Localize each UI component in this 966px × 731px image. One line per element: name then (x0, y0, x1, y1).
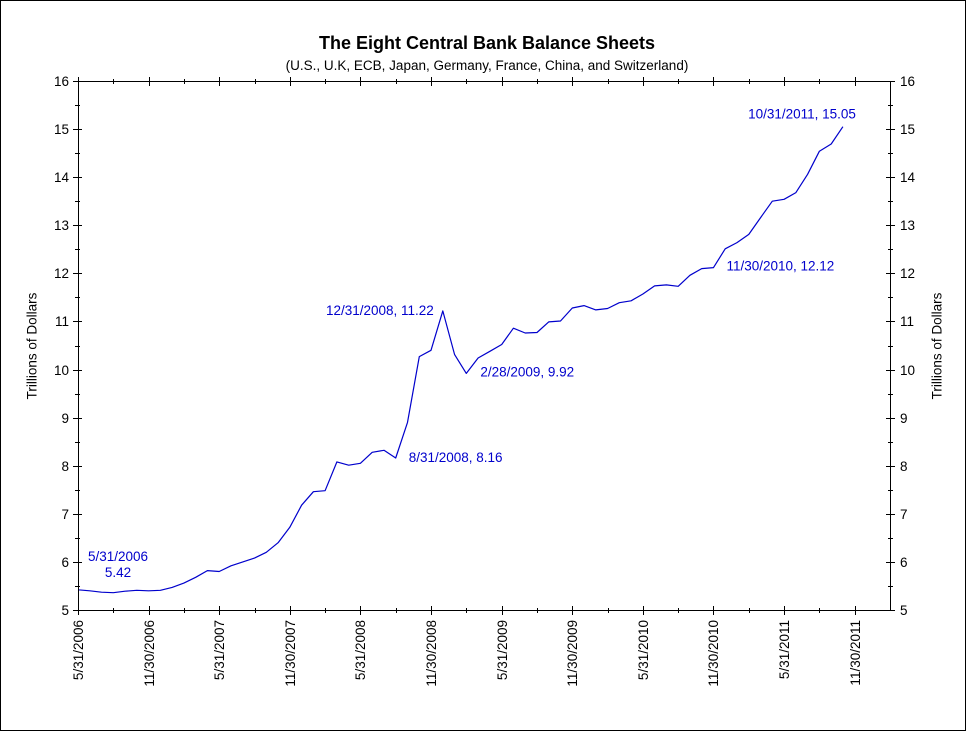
y-tick-label-left: 15 (54, 122, 69, 137)
y-tick-label-left: 11 (55, 314, 69, 329)
x-tick-label: 11/30/2007 (283, 620, 298, 687)
x-tick-label: 11/30/2011 (848, 620, 863, 686)
series-line (77, 126, 844, 594)
x-tick-label: 5/31/2006 (71, 620, 86, 680)
axis-ticks (73, 77, 895, 615)
y-tick-label-left: 5 (61, 603, 69, 618)
y-tick-label-right: 11 (900, 314, 914, 329)
y-tick-label-left: 8 (61, 459, 69, 474)
annotation-label: 11/30/2010, 12.12 (726, 259, 834, 274)
x-tick-label: 11/30/2008 (424, 620, 439, 687)
x-tick-label: 11/30/2009 (565, 620, 580, 687)
x-tick-label: 5/31/2008 (353, 620, 368, 680)
chart-title: The Eight Central Bank Balance Sheets (318, 33, 656, 53)
y-tick-label-left: 16 (54, 74, 69, 89)
series-line-group (77, 126, 844, 594)
x-tick-label: 5/31/2011 (777, 620, 792, 679)
annotation-label: 10/31/2011, 15.05 (748, 107, 856, 122)
y-tick-label-left: 6 (61, 555, 69, 570)
annotation-label: 5.42 (105, 565, 131, 580)
y-tick-label-right: 13 (900, 218, 915, 233)
annotation-label: 5/31/2006 (88, 549, 148, 564)
plot-border (78, 81, 891, 611)
x-tick-label: 11/30/2006 (142, 620, 157, 687)
y-tick-label-left: 14 (54, 170, 70, 185)
chart-subtitle: (U.S., U.K, ECB, Japan, Germany, France,… (285, 58, 689, 73)
x-tick-label: 5/31/2010 (636, 620, 651, 680)
y-tick-label-left: 13 (54, 218, 69, 233)
y-tick-label-left: 12 (54, 266, 69, 281)
y-tick-label-left: 9 (61, 411, 69, 426)
y-tick-label-right: 15 (900, 122, 915, 137)
x-tick-label: 5/31/2007 (212, 620, 227, 680)
annotation-label: 2/28/2009, 9.92 (480, 364, 574, 379)
y-tick-label-right: 14 (900, 170, 916, 185)
y-tick-label-right: 7 (900, 507, 908, 522)
y-tick-label-right: 6 (900, 555, 908, 570)
axis-tick-labels: 5 5 6 6 7 7 8 8 9 9 10 10 11 11 12 12 13 13 14 14 15 15 16 16 5/… (54, 74, 916, 687)
annotation-label: 12/31/2008, 11.22 (326, 303, 434, 318)
y-tick-label-left: 10 (54, 363, 69, 378)
y-tick-label-right: 8 (900, 459, 908, 474)
y-tick-label-right: 5 (900, 603, 908, 618)
annotation-label: 8/31/2008, 8.16 (409, 450, 503, 465)
x-tick-label: 11/30/2010 (706, 620, 721, 687)
x-tick-label: 5/31/2009 (495, 620, 510, 680)
y-tick-label-right: 16 (900, 74, 915, 89)
y-tick-label-right: 9 (900, 411, 908, 426)
y-tick-label-left: 7 (61, 507, 69, 522)
y-tick-label-right: 12 (900, 266, 915, 281)
y-tick-label-right: 10 (900, 363, 915, 378)
